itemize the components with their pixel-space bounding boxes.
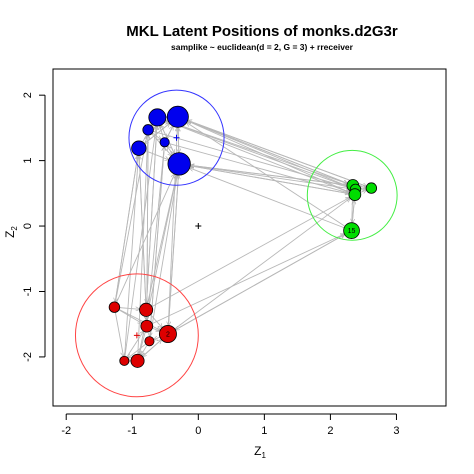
x-tick-label: 3 [393,425,399,437]
edge-arrow [150,146,165,337]
edge-arrow [147,175,177,304]
edge-arrow [190,166,350,195]
node-label-10: 2 [166,332,170,339]
chart-title: MKL Latent Positions of monks.d2G3r [126,23,398,40]
node-label-18: 15 [348,228,356,235]
x-axis-label-main: Z [254,444,261,458]
y-tick-label: 0 [22,223,34,229]
origin-center-mark [195,223,202,230]
node-8 [139,302,154,317]
edge-arrow [146,147,164,321]
edge-arrow [147,125,158,303]
cluster-center-mark-blue [173,134,180,141]
x-tick-label: 1 [261,425,267,437]
edge-arrow [142,340,161,357]
plot-frame [52,68,447,407]
cluster-circle-red [74,273,199,398]
x-axis-label-sub: 1 [261,451,266,460]
edge-arrow [139,331,146,355]
node-4 [159,137,170,148]
x-tick-label: 0 [195,425,201,437]
x-axis: -2 -1 0 1 2 3 [61,413,400,437]
clusters-layer [74,89,398,398]
cluster-center-mark-red [133,332,140,339]
edge-arrow [124,126,156,357]
edge-arrow [149,175,177,337]
y-tick-label: 2 [22,92,34,98]
edge-arrow [168,175,179,325]
node-18 [343,222,360,239]
edge-arrow [160,126,164,138]
edge-arrow [151,234,344,325]
nodes-layer: 2 15 [108,105,378,368]
y-axis-label-sub: 2 [10,226,19,231]
node-7 [108,301,121,313]
edge-arrow [128,343,147,358]
edge-arrow [151,198,350,308]
y-axis: -2 -1 0 1 2 [22,92,46,362]
edge-arrow [126,331,144,358]
x-tick-label: -2 [61,425,71,437]
node-16 [348,188,362,201]
edge-arrow [188,120,367,187]
y-axis-label: Z2 [3,226,19,238]
edge-arrow [116,174,175,303]
edges-layer [115,117,366,361]
y-tick-label: -1 [22,287,34,297]
node-5 [131,140,147,156]
edge-arrow [138,155,146,320]
edge-arrow [114,135,147,303]
edge-arrow [145,123,170,143]
edge-arrow [167,125,174,138]
x-tick-label: -1 [127,425,137,437]
cluster-circle-blue [128,89,225,186]
edge-arrow [190,165,348,186]
node-12 [119,355,130,366]
node-10 [158,325,177,344]
edge-arrow [175,234,345,330]
edge-arrow [187,123,346,227]
edge-arrow [153,130,350,188]
node-9 [140,319,154,333]
edge-arrow [360,190,366,192]
node-13 [130,353,145,368]
center-marks-layer [195,223,202,230]
y-tick-label: -2 [22,352,34,362]
x-tick-label: 2 [327,425,333,437]
chart-subtitle: samplike ~ euclidean(d = 2, G = 3) + rre… [171,42,354,52]
edge-arrow [154,337,161,339]
node-2 [148,108,167,127]
edge-arrow [115,155,139,302]
edge-arrow [118,309,160,331]
edge-arrow [352,201,354,223]
edge-arrow [124,155,139,357]
edge-arrow [150,314,163,328]
x-axis-label: Z1 [254,444,266,460]
edge-arrow [165,120,351,189]
y-tick-label: 1 [22,158,34,164]
edge-arrow [167,146,174,155]
edge-arrow [145,150,169,160]
y-axis-label-main: Z [3,231,17,238]
edge-arrow [168,143,349,194]
cluster-circle-green [306,149,398,241]
edge-arrow [174,198,350,330]
node-11 [144,336,155,347]
edge-arrow [190,168,345,229]
edge-arrow [187,120,351,188]
node-6 [167,152,191,176]
edge-arrow [187,120,350,192]
edge-arrow [188,121,348,184]
edge-arrow [118,309,142,323]
edge-arrow [114,312,123,356]
edge-arrow [165,119,347,183]
edge-arrow [165,120,349,193]
edge-arrow [119,308,140,310]
node-1 [166,105,189,128]
node-17 [365,182,378,194]
edge-arrow [178,127,179,152]
node-3 [142,124,154,136]
